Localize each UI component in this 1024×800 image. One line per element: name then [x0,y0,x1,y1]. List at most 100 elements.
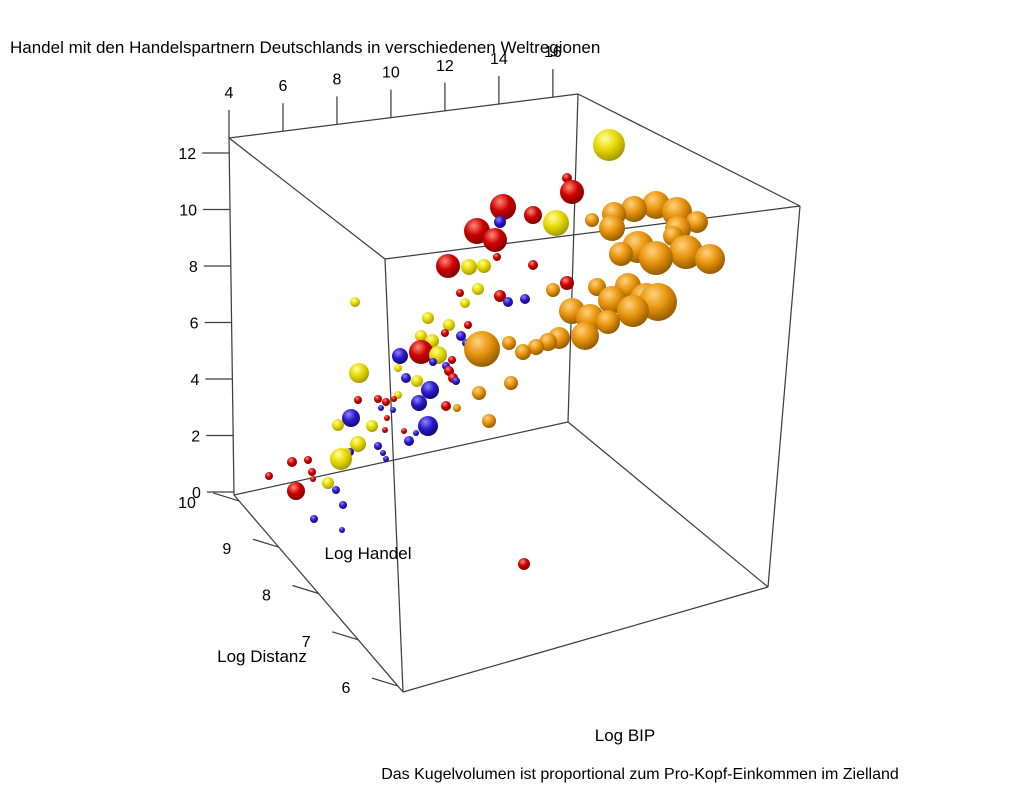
z-tick-mark [371,677,399,687]
box-edge-inner [567,93,579,423]
bubble-region-red [391,396,397,402]
box-edge-right [767,205,801,588]
box-edge-inner [228,137,386,260]
bubble-region-blue [404,436,414,446]
x-tick-label: 10 [382,65,400,82]
bubble-region-red [304,456,312,464]
bubble-region-orange [464,331,500,367]
bubble-region-red [441,401,451,411]
bubble-region-orange [504,376,518,390]
bubble-region-red [287,457,297,467]
bubble-region-blue [332,486,340,494]
bubble-region-yellow [543,210,569,236]
bubble-region-yellow [460,298,470,308]
bubble-region-red [464,321,472,329]
bubble-region-blue [429,358,437,366]
bubble-region-red [374,395,382,403]
bubble-region-orange [472,386,486,400]
y-axis-title: Log Handel [325,544,412,563]
bubble-region-yellow [415,330,427,342]
z-tick-mark [212,492,240,502]
bubble-region-blue [520,294,530,304]
bubble-region-red [560,180,584,204]
y-tick-label: 8 [189,259,198,276]
x-tick-label: 12 [436,58,454,75]
bubble-region-red [409,340,433,364]
chart-title: Handel mit den Handelspartnern Deutschla… [10,38,600,57]
bubble-region-orange [617,295,649,327]
bubble-region-yellow [349,363,369,383]
bubble-region-orange [686,211,708,233]
y-axis-edge [228,137,235,496]
bubble-region-yellow [422,312,434,324]
bubble-region-yellow [330,448,352,470]
bubble-region-red [456,289,464,297]
bubble-region-blue [342,409,360,427]
box-edge-inner [233,421,569,496]
bubble-region-yellow [477,259,491,273]
bubble-region-blue [401,373,411,383]
z-tick-mark [332,631,359,641]
bubble-region-yellow [593,129,625,161]
x-tick-label: 14 [490,51,508,68]
bubble-region-blue [339,501,347,509]
bubble-region-yellow [411,375,423,387]
bubble-region-blue [411,395,427,411]
bubble-region-blue [378,405,384,411]
bubble-region-red [310,476,316,482]
bubble-region-red [524,206,542,224]
bubble-region-blue [452,377,460,385]
x-tick-label: 4 [225,85,234,102]
y-tick-label: 2 [191,429,200,446]
bubble-region-orange [546,283,560,297]
y-tick-label: 12 [178,146,196,163]
bubble-region-blue [374,442,382,450]
bubble-region-red [382,427,388,433]
bubble-region-yellow [366,420,378,432]
bubble-region-yellow [461,259,477,275]
bubble-region-red [560,276,574,290]
z-tick-label: 10 [178,495,196,512]
box-edge-inner [384,205,801,260]
bubble-region-orange [502,336,516,350]
bubble-region-blue [413,430,419,436]
z-tick-label: 8 [262,588,271,605]
bubble-region-red [287,482,305,500]
bubble-region-blue [339,527,345,533]
bubble-region-red [354,396,362,404]
y-tick-label: 4 [190,372,199,389]
bubble-region-orange [515,344,531,360]
x-tick-label: 6 [279,78,288,95]
box-edge-top-right [577,93,801,207]
bubble-region-blue [392,348,408,364]
bubble-region-orange [571,322,599,350]
x-axis-title: Log BIP [595,726,656,745]
bubble-region-orange [621,196,647,222]
bubble-region-red [518,558,530,570]
bubble-region-orange [599,215,625,241]
y-tick-label: 10 [179,203,197,220]
bubble-region-orange [596,310,620,334]
z-tick-mark [292,584,319,595]
x-tick-label: 16 [544,44,562,61]
x-tick-label: 8 [333,71,342,88]
y-tick-label: 6 [190,316,199,333]
bubble-region-orange [669,235,703,269]
bubble-region-red [265,472,273,480]
bubble-region-red [448,356,456,364]
bubble-region-yellow [394,364,402,372]
bubble-region-red [441,329,449,337]
bubble-region-orange [639,241,673,275]
bubble-region-red [528,260,538,270]
bubble-region-red [436,254,460,278]
bubble-region-red [494,290,506,302]
bubble-region-blue [494,216,506,228]
bubble-region-blue [380,450,386,456]
y-tick-label: 0 [192,485,201,502]
bubble-region-blue [421,381,439,399]
bubble-region-red [401,428,407,434]
plot-box [228,93,801,693]
bubble-region-blue [383,456,389,462]
